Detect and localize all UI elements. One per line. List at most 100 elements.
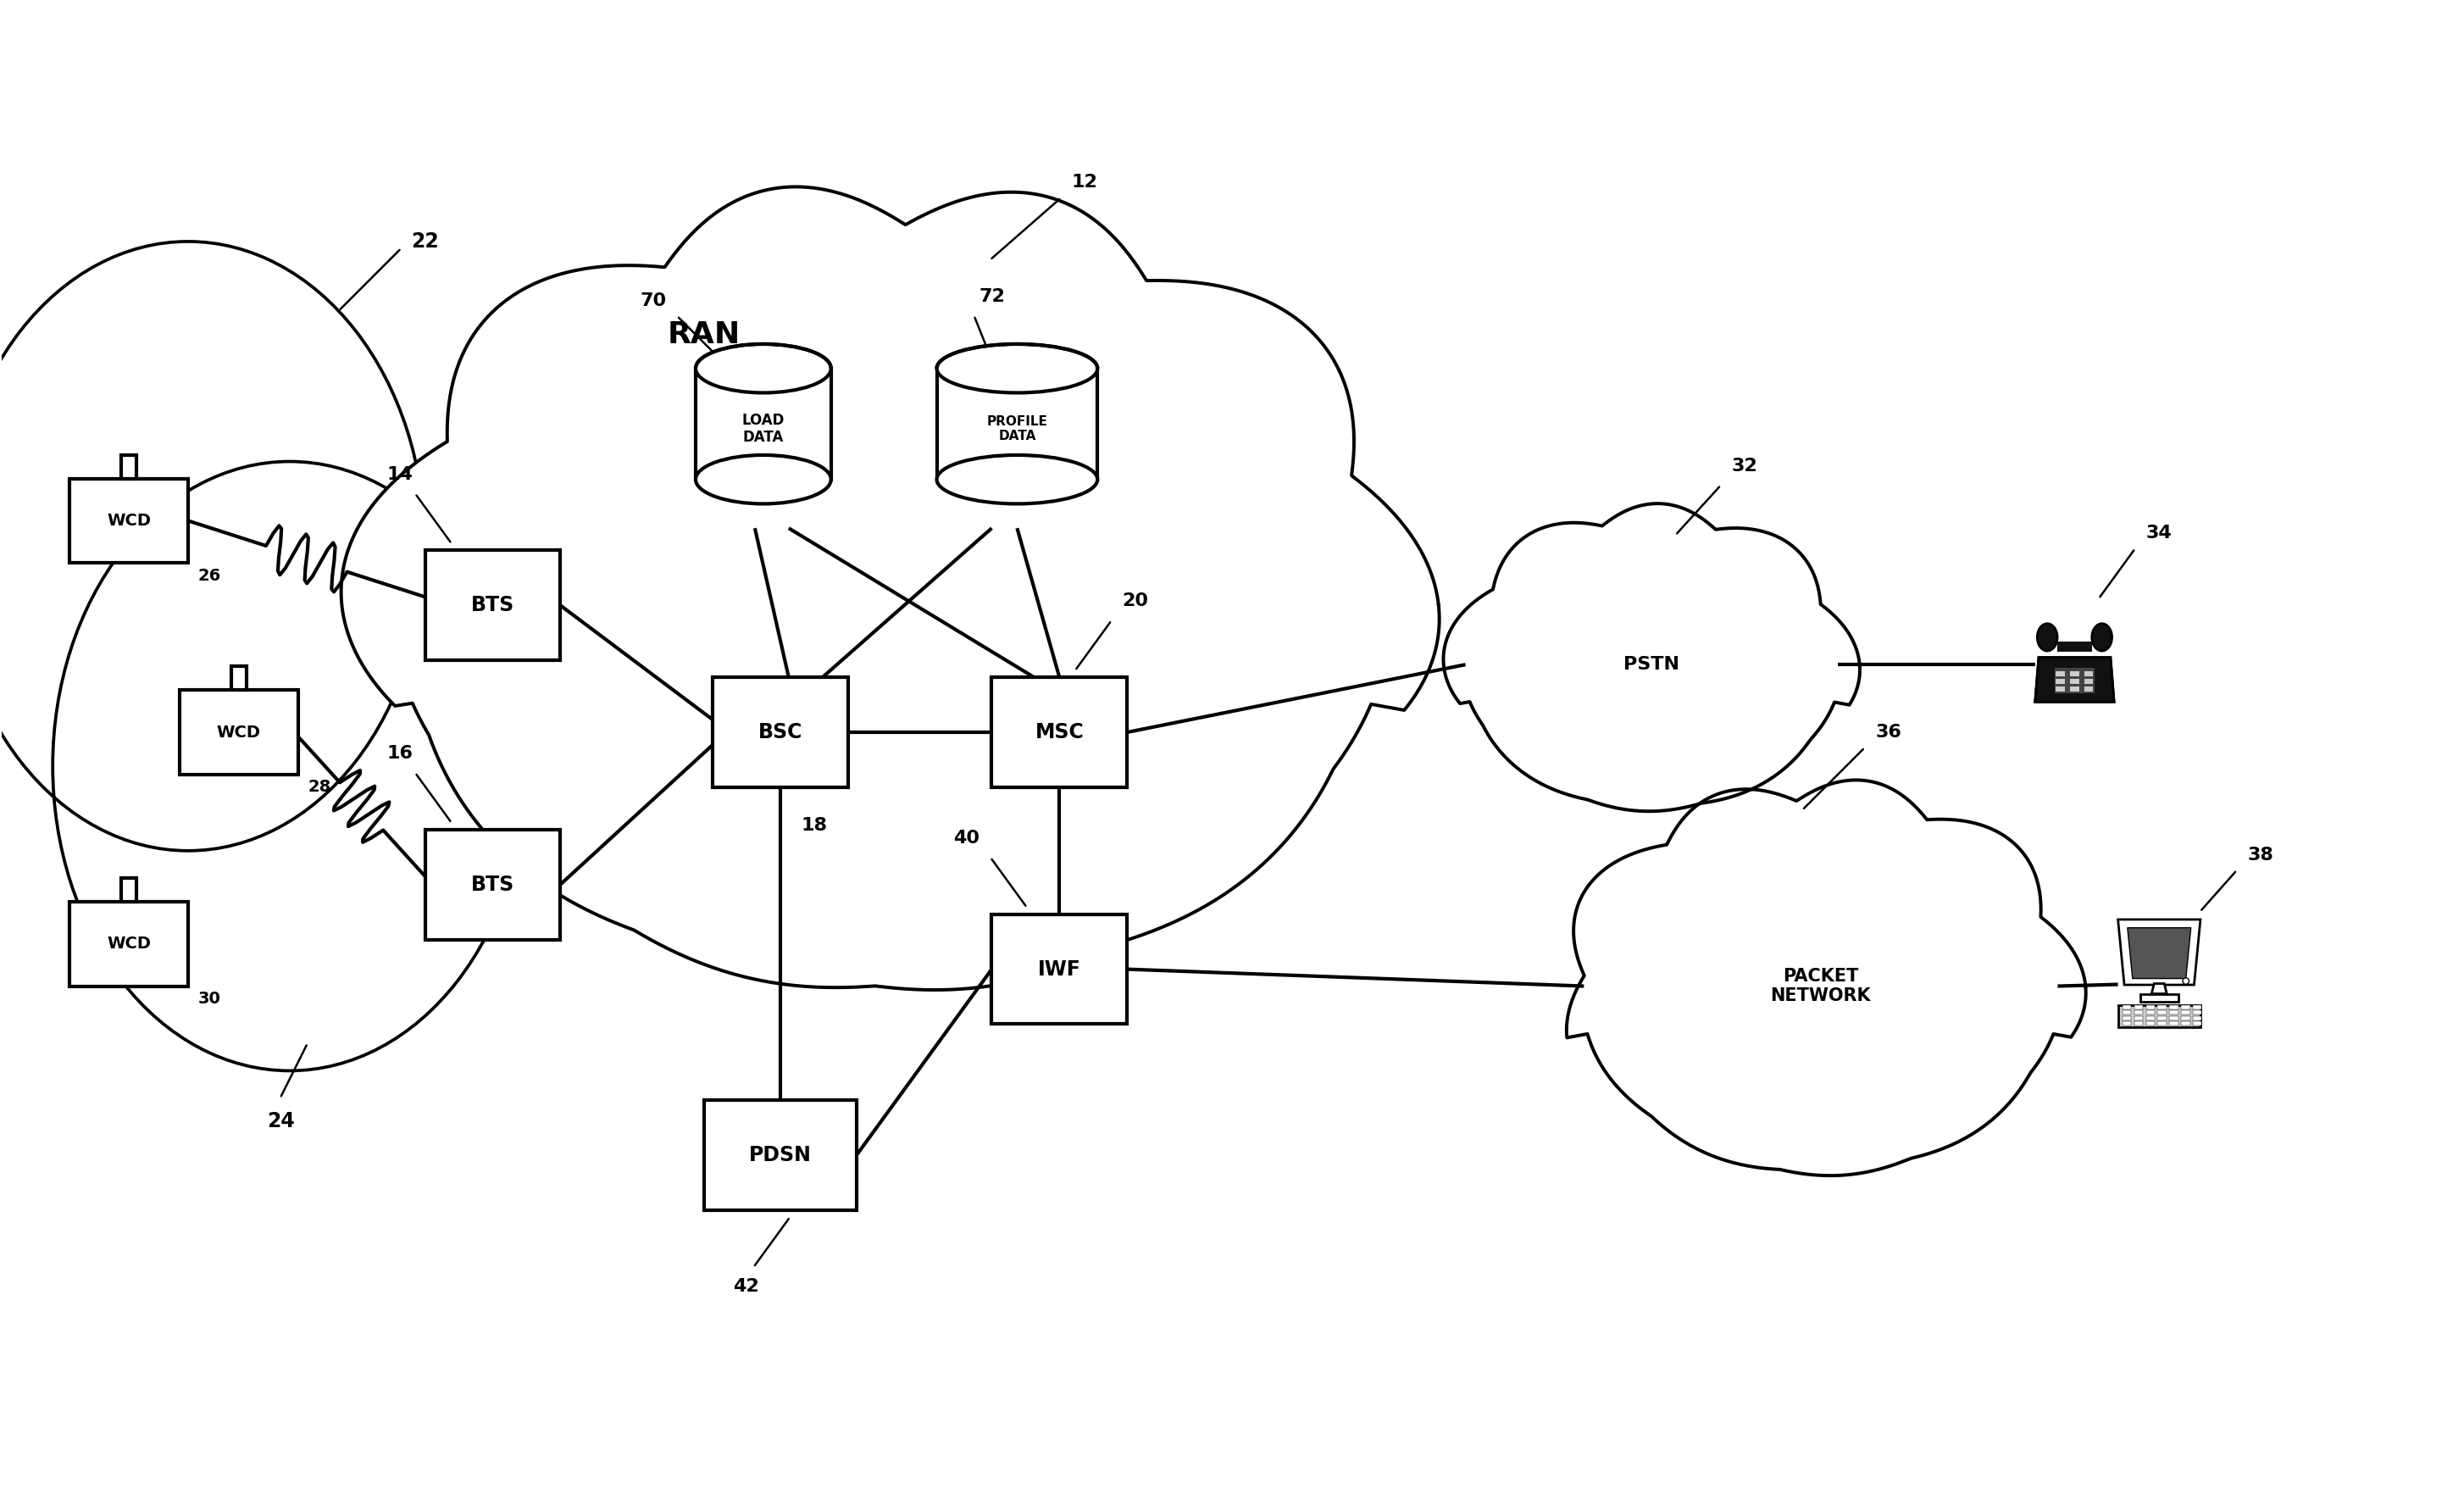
Bar	[2146, 1021, 2154, 1026]
Polygon shape	[2035, 658, 2114, 703]
Bar	[991, 915, 1126, 1024]
Bar	[2158, 1017, 2166, 1020]
Text: 30: 30	[197, 991, 222, 1006]
Bar	[2193, 1005, 2203, 1009]
Text: 20: 20	[1124, 592, 1148, 610]
Bar	[424, 550, 559, 661]
Circle shape	[2183, 978, 2188, 984]
Bar	[2141, 994, 2178, 1002]
Bar	[2134, 1005, 2144, 1009]
Text: 18: 18	[801, 816, 828, 834]
Bar	[2158, 1005, 2166, 1009]
Text: PDSN: PDSN	[749, 1145, 811, 1166]
Bar	[2070, 686, 2080, 692]
Ellipse shape	[936, 454, 1096, 504]
Bar	[2146, 1017, 2154, 1020]
Text: 32: 32	[1732, 457, 1757, 474]
Bar	[936, 368, 1096, 480]
Text: BTS: BTS	[471, 875, 515, 894]
Text: 38: 38	[2247, 846, 2274, 864]
Text: 24: 24	[266, 1111, 296, 1132]
Bar	[2193, 1017, 2203, 1020]
Text: 16: 16	[387, 745, 411, 762]
Bar	[2181, 1021, 2190, 1026]
Bar	[712, 677, 848, 788]
Bar	[2085, 679, 2094, 685]
Bar	[695, 368, 830, 480]
Polygon shape	[2126, 928, 2190, 979]
Bar	[2181, 1005, 2190, 1009]
Bar	[2146, 1011, 2154, 1015]
Bar	[2085, 686, 2094, 692]
Polygon shape	[1567, 780, 2087, 1175]
Text: WCD: WCD	[106, 513, 150, 529]
Polygon shape	[340, 187, 1439, 990]
Text: 72: 72	[978, 289, 1005, 305]
Bar	[2193, 1011, 2203, 1015]
Text: WCD: WCD	[106, 936, 150, 952]
Text: PACKET
NETWORK: PACKET NETWORK	[1772, 967, 1870, 1005]
Text: IWF: IWF	[1037, 958, 1082, 979]
Bar	[2134, 1017, 2144, 1020]
Text: 36: 36	[1875, 724, 1902, 740]
Polygon shape	[1444, 504, 1860, 812]
Bar	[2122, 1021, 2131, 1026]
Text: PSTN: PSTN	[1624, 656, 1680, 673]
Text: 70: 70	[641, 292, 668, 309]
Bar	[2134, 1011, 2144, 1015]
Ellipse shape	[2092, 623, 2112, 650]
Bar	[2193, 1021, 2203, 1026]
Bar	[424, 830, 559, 939]
Polygon shape	[2151, 984, 2166, 994]
Bar	[2057, 641, 2092, 652]
Bar	[2085, 671, 2094, 676]
Bar	[2181, 1017, 2190, 1020]
Bar	[2055, 686, 2065, 692]
Bar	[2055, 671, 2065, 676]
Bar	[2158, 1011, 2166, 1015]
Bar	[180, 691, 298, 774]
Bar	[2168, 1017, 2178, 1020]
Bar	[2158, 1021, 2166, 1026]
Text: 34: 34	[2146, 525, 2173, 541]
Text: BSC: BSC	[759, 722, 803, 743]
Bar	[2055, 679, 2065, 685]
Polygon shape	[2119, 919, 2200, 985]
Bar	[2122, 1011, 2131, 1015]
Text: 42: 42	[734, 1278, 759, 1295]
Text: RAN: RAN	[668, 320, 742, 348]
Text: 28: 28	[308, 779, 330, 795]
Text: 14: 14	[387, 466, 411, 483]
Bar	[2168, 1021, 2178, 1026]
Ellipse shape	[936, 344, 1096, 393]
Text: 40: 40	[954, 830, 981, 846]
Bar	[2070, 671, 2080, 676]
Text: LOAD
DATA: LOAD DATA	[742, 413, 784, 446]
Bar	[69, 901, 187, 987]
Text: 26: 26	[197, 568, 222, 583]
Bar	[121, 454, 136, 478]
Bar	[2070, 679, 2080, 685]
Bar	[991, 677, 1126, 788]
Ellipse shape	[695, 454, 830, 504]
Bar	[705, 1100, 857, 1211]
Text: MSC: MSC	[1035, 722, 1084, 743]
Bar	[2146, 1005, 2154, 1009]
Bar	[2168, 1011, 2178, 1015]
Bar	[121, 878, 136, 901]
Bar	[2055, 668, 2094, 694]
Text: 22: 22	[411, 232, 439, 251]
Bar	[2168, 1005, 2178, 1009]
Text: PROFILE
DATA: PROFILE DATA	[986, 416, 1047, 443]
Bar	[232, 667, 246, 691]
Bar	[2122, 1005, 2131, 1009]
Text: 12: 12	[1072, 173, 1099, 191]
Bar	[2122, 1017, 2131, 1020]
Bar	[2181, 1011, 2190, 1015]
Text: BTS: BTS	[471, 595, 515, 616]
Bar	[2134, 1021, 2144, 1026]
Bar	[69, 478, 187, 564]
Bar	[2119, 1005, 2200, 1027]
Ellipse shape	[2038, 623, 2057, 650]
Ellipse shape	[695, 344, 830, 393]
